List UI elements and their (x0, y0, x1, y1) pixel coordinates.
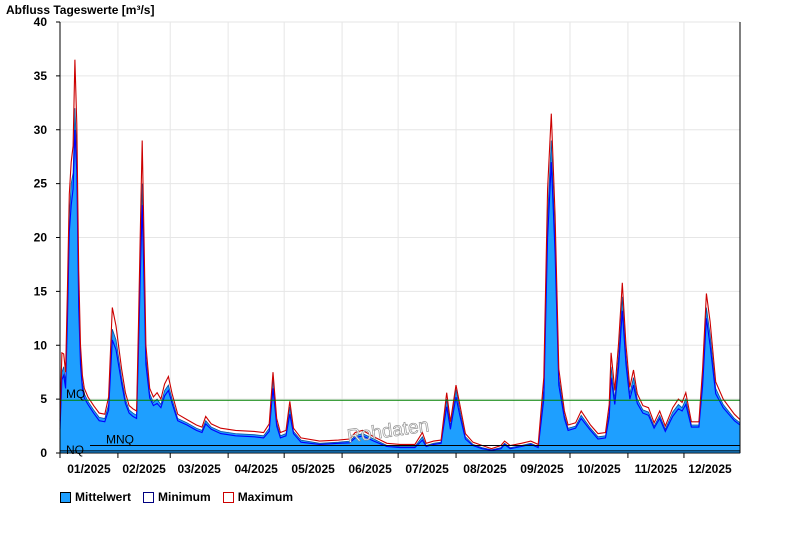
x-tick-label-4: 04/2025 (234, 462, 278, 476)
series-line-maximum (59, 59, 741, 450)
series-line-minimum (59, 129, 741, 451)
y-tick-label-0: 0 (40, 446, 47, 460)
x-tick-label-12: 12/2025 (688, 462, 732, 476)
x-tick-label-5: 05/2025 (291, 462, 335, 476)
legend-swatch-maximum (222, 491, 234, 503)
axes: 0 5 10 15 20 25 30 35 40 01/2025 02/2025 03/2025 04/… (34, 15, 741, 476)
x-tick-label-6: 06/2025 (348, 462, 392, 476)
legend-item-maximum: Maximum (222, 490, 294, 504)
legend-label-mittelwert: Mittelwert (75, 490, 132, 504)
y-tick-label-5: 5 (40, 392, 47, 406)
y-tick-label-15: 15 (34, 284, 48, 298)
y-tick-label-10: 10 (34, 338, 48, 352)
ref-label-mnq: MNQ (106, 432, 134, 446)
x-tick-label-11: 11/2025 (635, 462, 678, 476)
y-tick-label-35: 35 (34, 69, 48, 83)
x-tick-label-7: 07/2025 (405, 462, 449, 476)
legend-item-mittelwert: Mittelwert (60, 490, 131, 504)
legend-label-maximum: Maximum (237, 490, 294, 504)
y-tick-label-30: 30 (34, 123, 48, 137)
y-tick-label-40: 40 (34, 15, 48, 29)
x-tick-label-1: 01/2025 (67, 462, 111, 476)
x-tick-label-10: 10/2025 (577, 462, 621, 476)
x-tick-label-8: 08/2025 (463, 462, 507, 476)
legend-item-minimum: Minimum (143, 490, 211, 504)
legend-swatch-minimum (143, 491, 155, 503)
ref-label-mq: MQ (66, 387, 85, 401)
legend-label-minimum: Minimum (158, 490, 211, 504)
reference-lines: MQ MNQ NQ (60, 387, 740, 457)
ref-label-nq: NQ (66, 443, 84, 457)
legend-swatch-mittelwert (60, 491, 71, 503)
y-tick-label-25: 25 (34, 177, 48, 191)
y-tick-label-20: 20 (34, 231, 48, 245)
series-area-mittelwert (59, 108, 741, 454)
legend: Mittelwert Minimum Maximum (60, 490, 293, 504)
plot-area (59, 59, 741, 454)
grid (60, 21, 740, 453)
x-tick-label-2: 02/2025 (122, 462, 166, 476)
x-tick-label-3: 03/2025 (177, 462, 221, 476)
x-tick-label-9: 09/2025 (520, 462, 564, 476)
chart-title: Abfluss Tageswerte [m³/s] (6, 3, 154, 17)
